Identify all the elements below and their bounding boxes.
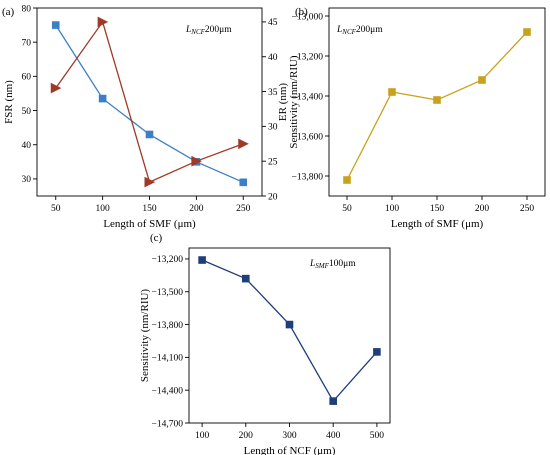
data-point-sensitivity <box>433 96 441 104</box>
plot-frame <box>36 7 263 197</box>
x-tick-label: 50 <box>51 204 61 214</box>
y-tick-label: −13,200 <box>152 255 184 265</box>
data-point-sensitivity <box>285 320 294 329</box>
data-point-sensitivity <box>242 274 250 283</box>
y-tick-label: −13,400 <box>292 92 324 102</box>
y-tick-label: −13,500 <box>152 288 184 298</box>
y-tick-label: 60 <box>22 73 32 83</box>
series-line-sensitivity <box>346 31 528 181</box>
data-point-er <box>238 138 249 150</box>
y-tick-label: 50 <box>22 107 32 117</box>
y-tick-label: −13,800 <box>152 321 184 331</box>
x-tick-label: 100 <box>195 431 210 441</box>
panel-label: (c) <box>150 232 163 244</box>
panel-label: (b) <box>295 6 308 18</box>
annotation-label: LNCF200μm <box>185 25 232 36</box>
y-tick-label: −14,100 <box>152 354 184 364</box>
y2-tick-label: 20 <box>268 192 278 202</box>
y-tick-label: 80 <box>22 4 32 14</box>
y-axis-label: Sensitivity (nm/RIU) <box>288 55 300 149</box>
chart-panel-3: (c) 100 200 300 400 500 Length of NCF (μm) −14,… <box>139 232 391 455</box>
y-tick-label: −14,400 <box>152 386 184 396</box>
x-tick-label: 50 <box>342 204 352 214</box>
y2-tick-label: 45 <box>268 18 278 28</box>
x-tick-label: 200 <box>475 204 490 214</box>
y-tick-label: −14,700 <box>152 419 184 429</box>
data-point-sensitivity <box>198 256 206 264</box>
annotation-label: LSMF100μm <box>309 259 356 270</box>
x-tick-label: 250 <box>236 204 251 214</box>
x-axis-label: Length of SMF (μm) <box>391 218 484 230</box>
x-tick-label: 500 <box>370 431 385 441</box>
x-tick-label: 150 <box>430 204 445 214</box>
data-point-sensitivity <box>343 176 351 184</box>
y-tick-label: 40 <box>22 141 32 151</box>
data-point-fsr <box>51 21 60 29</box>
y-tick-label: −13,000 <box>292 12 324 22</box>
data-point-sensitivity <box>329 397 337 405</box>
x-tick-label: 250 <box>520 204 535 214</box>
annotation-label: LNCF200μm <box>336 25 383 36</box>
x-tick-label: 150 <box>142 204 157 214</box>
plot-frame <box>188 247 391 424</box>
y-tick-label: 70 <box>22 38 32 48</box>
series-line-sensitivity <box>201 259 378 403</box>
data-point-fsr <box>98 94 107 103</box>
x-tick-label: 400 <box>326 431 341 441</box>
data-point-sensitivity <box>478 76 486 84</box>
y2-tick-label: 40 <box>268 53 278 63</box>
x-axis-label: Length of SMF (μm) <box>103 218 196 230</box>
y2-tick-label: 30 <box>268 123 278 133</box>
x-tick-label: 100 <box>385 204 400 214</box>
x-axis-label: Length of NCF (μm) <box>244 445 336 455</box>
y2-axis-label: ER (nm) <box>277 83 289 122</box>
y-tick-label: 30 <box>22 175 32 185</box>
chart-panel-2: (b) 50 100 150 200 250 Length of SMF (μm) −13,8… <box>288 6 546 230</box>
data-point-fsr <box>145 130 154 139</box>
y-tick-label: −13,800 <box>292 172 324 182</box>
x-tick-label: 100 <box>96 204 111 214</box>
data-point-er <box>191 155 202 167</box>
data-point-er <box>50 82 62 94</box>
data-point-sensitivity <box>388 88 396 96</box>
chart-panel-1: (a) 50 100 150 200 250 Length of SMF (μm) 30 40 5… <box>2 4 289 230</box>
x-tick-label: 200 <box>189 204 204 214</box>
y-axis-label: Sensitivity (nm/RIU) <box>139 289 151 383</box>
data-point-sensitivity <box>373 348 381 356</box>
data-point-er <box>144 176 156 188</box>
data-point-sensitivity <box>523 28 531 36</box>
y2-tick-label: 25 <box>268 157 278 167</box>
x-tick-label: 300 <box>282 431 297 441</box>
data-point-er <box>97 16 109 28</box>
data-point-fsr <box>239 178 248 187</box>
x-tick-label: 200 <box>239 431 254 441</box>
y-tick-label: −13,600 <box>292 132 324 142</box>
y-axis-label: FSR (nm) <box>3 80 15 124</box>
y2-tick-label: 35 <box>268 88 278 98</box>
panel-label: (a) <box>2 6 15 18</box>
y-tick-label: −13,200 <box>292 52 324 62</box>
series-line-er <box>55 20 244 183</box>
